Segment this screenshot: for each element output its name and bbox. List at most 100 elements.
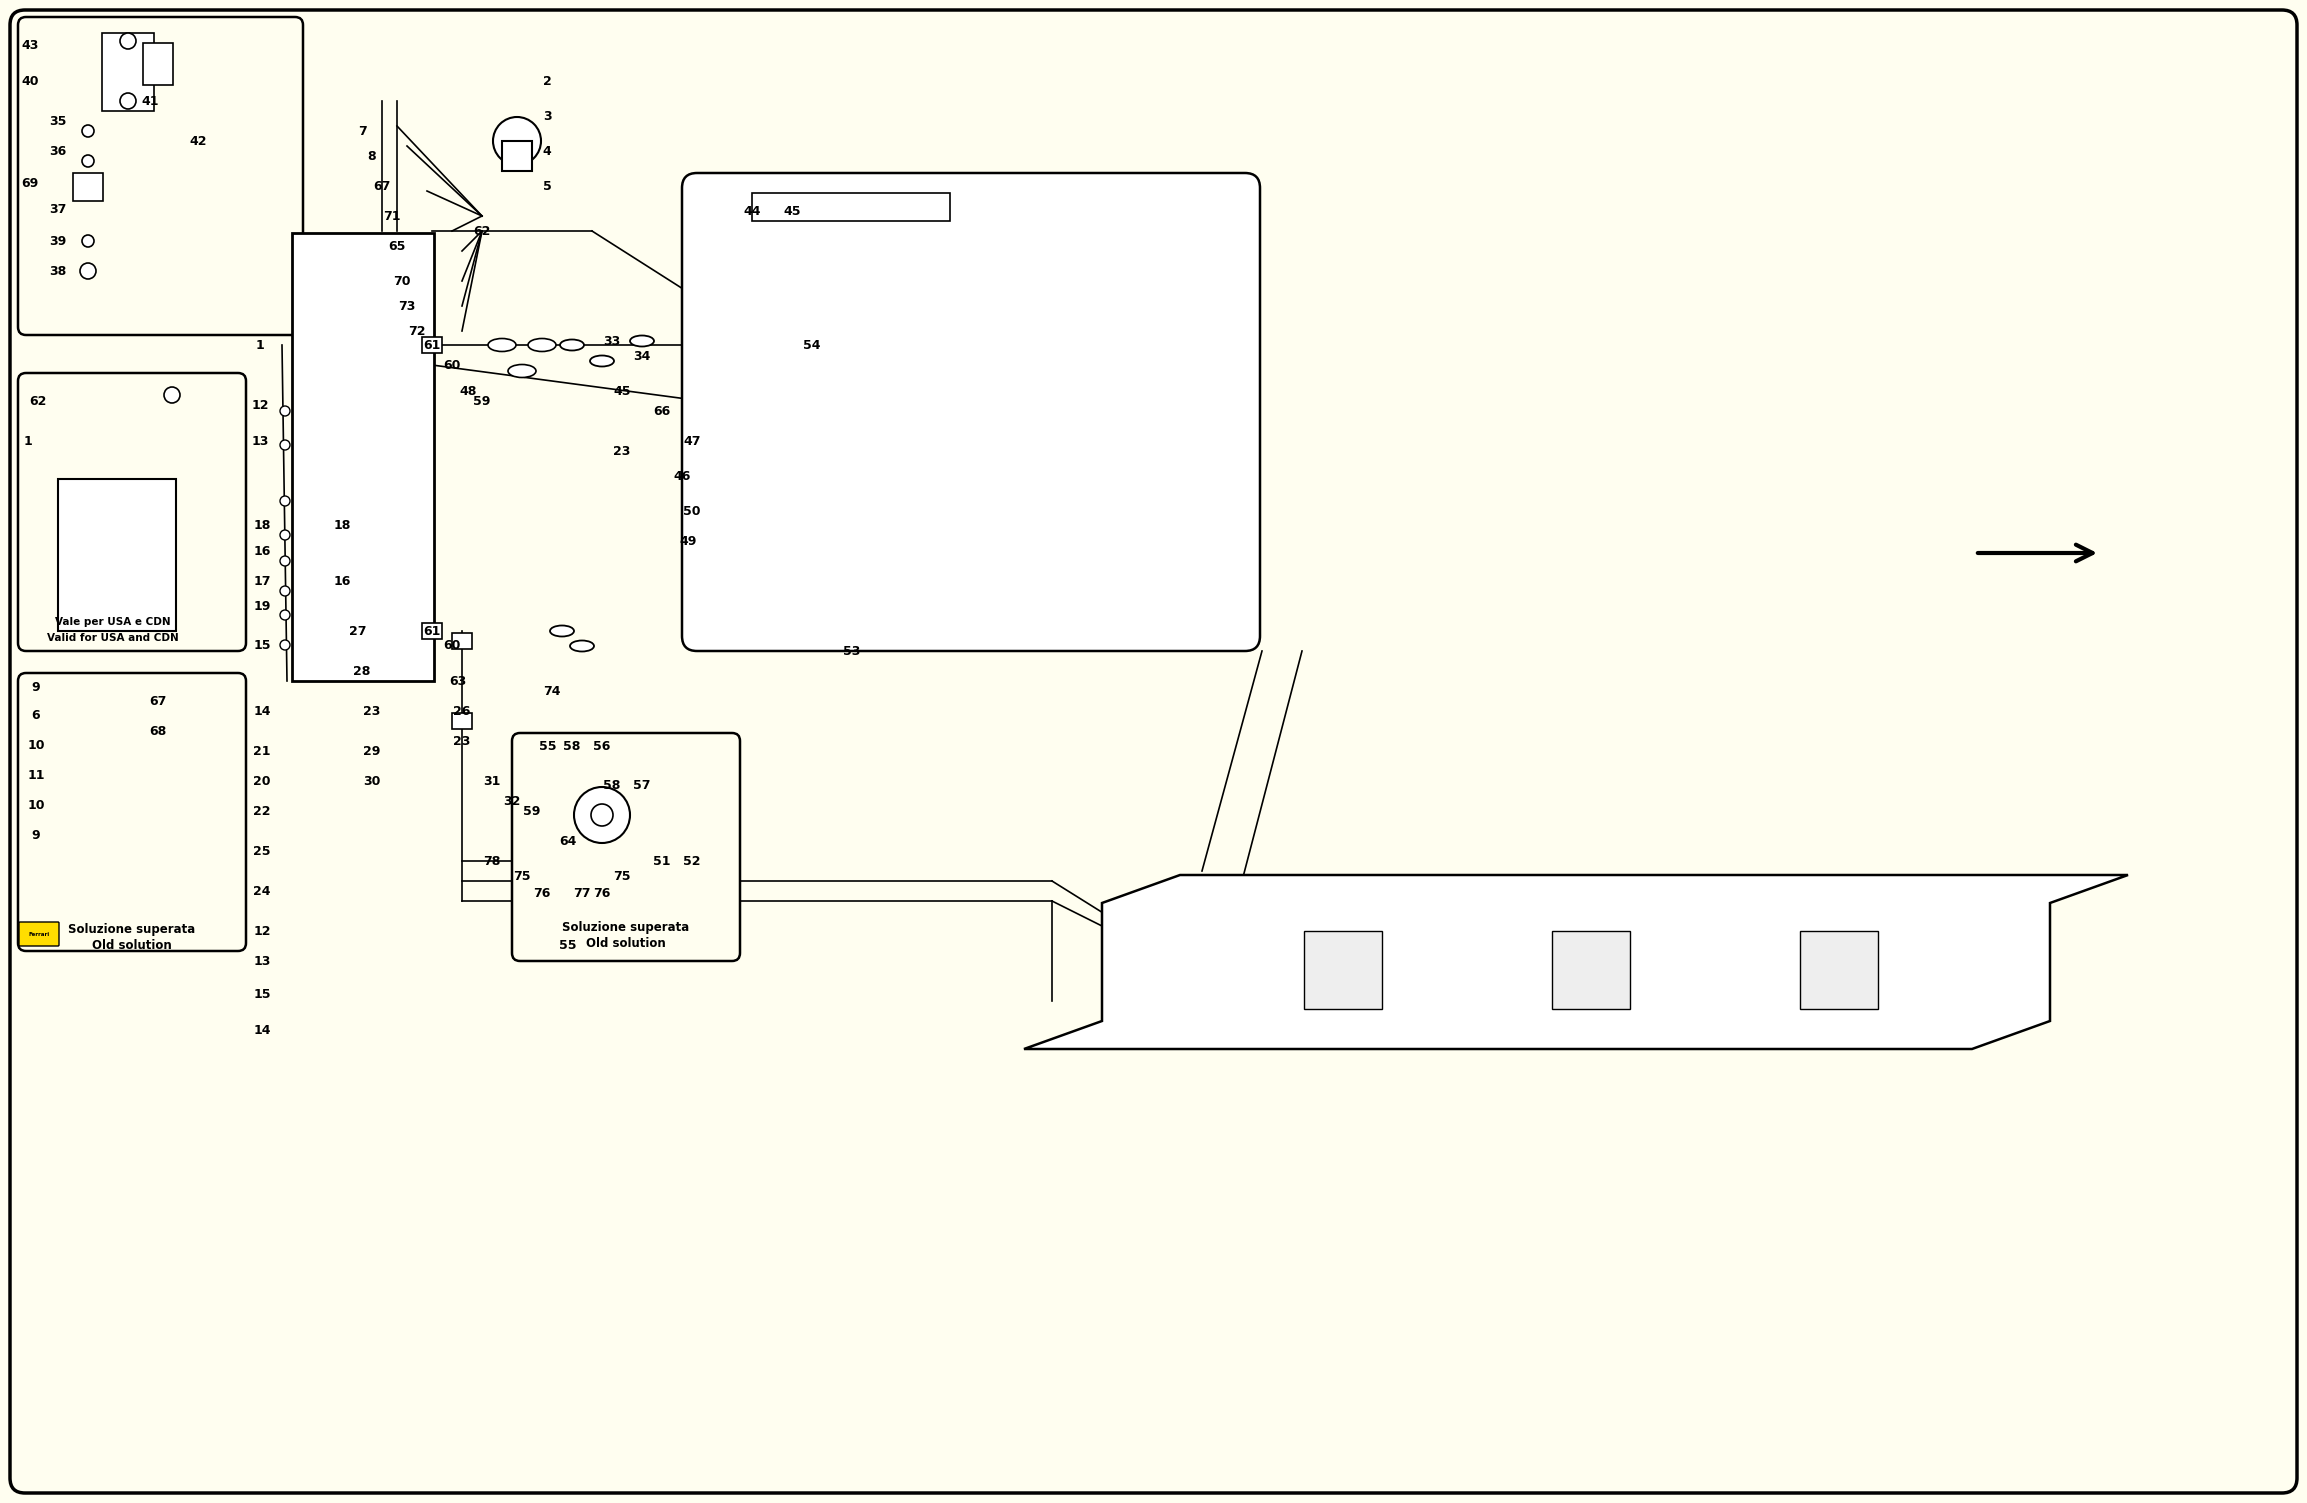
Text: 64: 64: [558, 834, 577, 848]
Text: 31: 31: [482, 774, 501, 788]
Circle shape: [83, 155, 95, 167]
Circle shape: [164, 386, 180, 403]
Bar: [452, 712, 473, 729]
Text: 47: 47: [683, 434, 701, 448]
Text: 57: 57: [632, 779, 651, 792]
Text: Old solution: Old solution: [92, 938, 173, 951]
Text: 8: 8: [367, 149, 376, 162]
Text: 52: 52: [683, 855, 701, 867]
FancyBboxPatch shape: [683, 173, 1260, 651]
Text: 7: 7: [358, 125, 367, 137]
Circle shape: [279, 440, 291, 449]
Circle shape: [279, 610, 291, 621]
Text: 42: 42: [189, 134, 208, 147]
Text: Soluzione superata: Soluzione superata: [563, 920, 690, 933]
FancyBboxPatch shape: [18, 921, 60, 945]
Text: 56: 56: [593, 739, 611, 753]
Bar: [1553, 930, 1631, 1009]
Text: 76: 76: [593, 887, 611, 899]
Bar: [1303, 930, 1382, 1009]
Bar: [1799, 930, 1878, 1009]
Text: 46: 46: [674, 469, 690, 482]
Text: 55: 55: [540, 739, 556, 753]
Text: 11: 11: [28, 768, 44, 782]
Text: 75: 75: [512, 870, 531, 882]
Text: CLASSIC PARTS: CLASSIC PARTS: [339, 903, 861, 962]
Text: 48: 48: [459, 385, 478, 397]
Text: 36: 36: [48, 144, 67, 158]
Text: 58: 58: [563, 739, 581, 753]
Text: 51: 51: [653, 855, 671, 867]
Text: Maranello: Maranello: [634, 442, 1566, 604]
Ellipse shape: [561, 340, 584, 350]
Text: 33: 33: [604, 335, 621, 347]
Text: 1: 1: [23, 434, 32, 448]
Text: 67: 67: [374, 179, 390, 192]
Ellipse shape: [570, 640, 593, 651]
Text: 54: 54: [803, 338, 821, 352]
Text: 27: 27: [348, 625, 367, 637]
Text: 76: 76: [533, 887, 551, 899]
Ellipse shape: [591, 356, 614, 367]
Text: 65: 65: [388, 239, 406, 253]
Text: 18: 18: [332, 519, 351, 532]
Circle shape: [81, 263, 97, 280]
Bar: [503, 141, 533, 171]
Text: 5: 5: [542, 179, 551, 192]
Text: 9: 9: [32, 681, 39, 693]
Bar: [74, 173, 104, 201]
Bar: [452, 633, 473, 649]
Circle shape: [279, 531, 291, 540]
Text: 37: 37: [48, 203, 67, 215]
Ellipse shape: [630, 335, 653, 347]
Text: 70: 70: [392, 275, 411, 287]
Circle shape: [279, 586, 291, 597]
Ellipse shape: [528, 338, 556, 352]
Text: 74: 74: [542, 684, 561, 697]
Circle shape: [494, 117, 542, 165]
Text: 39: 39: [48, 234, 67, 248]
Text: 2: 2: [542, 75, 551, 87]
Text: 24: 24: [254, 884, 270, 897]
Bar: [143, 44, 173, 86]
Text: 73: 73: [399, 299, 415, 313]
Text: 68: 68: [150, 724, 166, 738]
Text: 50: 50: [683, 505, 701, 517]
Text: 23: 23: [614, 445, 630, 457]
Text: 62: 62: [30, 394, 46, 407]
Text: 66: 66: [653, 404, 671, 418]
Text: 25: 25: [254, 845, 270, 858]
Bar: [752, 192, 950, 221]
Text: 26: 26: [452, 705, 471, 717]
Bar: [422, 337, 443, 353]
Text: 15: 15: [254, 639, 270, 651]
Text: Maranello: Maranello: [1440, 400, 2060, 507]
Ellipse shape: [549, 625, 574, 636]
Circle shape: [279, 406, 291, 416]
Text: 19: 19: [254, 600, 270, 613]
Text: 12: 12: [251, 398, 268, 412]
Text: 20: 20: [254, 774, 270, 788]
Text: Ferrari: Ferrari: [28, 932, 51, 936]
Text: 60: 60: [443, 359, 461, 371]
Text: 4: 4: [542, 144, 551, 158]
Text: 77: 77: [572, 887, 591, 899]
Text: 71: 71: [383, 209, 401, 222]
Text: 75: 75: [614, 870, 630, 882]
Text: 13: 13: [251, 434, 268, 448]
Text: 9: 9: [32, 828, 39, 842]
Text: 16: 16: [332, 574, 351, 588]
Text: 18: 18: [254, 519, 270, 532]
Text: Old solution: Old solution: [586, 936, 667, 950]
Text: 45: 45: [784, 204, 801, 218]
Circle shape: [83, 234, 95, 246]
Text: 62: 62: [473, 224, 491, 237]
FancyBboxPatch shape: [18, 17, 302, 335]
Text: Soluzione superata: Soluzione superata: [69, 923, 196, 935]
Bar: [102, 33, 155, 111]
Text: 59: 59: [524, 804, 540, 818]
Text: ♔: ♔: [1389, 513, 1613, 755]
FancyBboxPatch shape: [18, 373, 247, 651]
Text: 53: 53: [844, 645, 861, 657]
Text: 16: 16: [254, 544, 270, 558]
